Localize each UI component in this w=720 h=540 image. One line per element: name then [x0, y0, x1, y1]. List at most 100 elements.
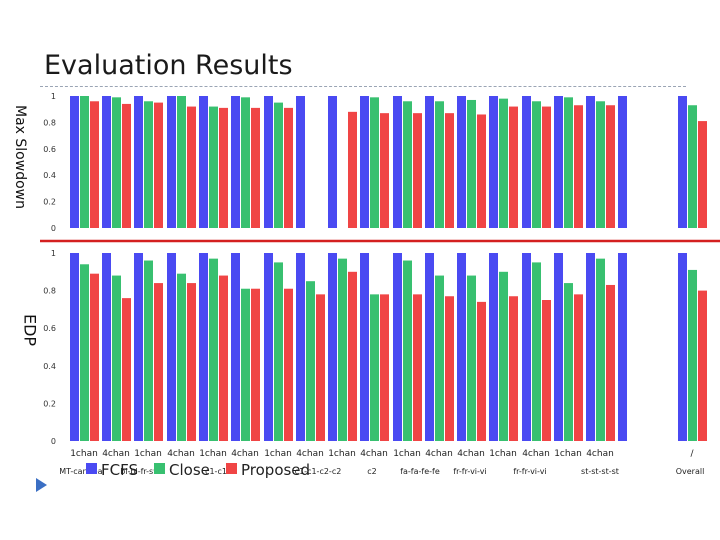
- chart1-bar-fcfs: [425, 96, 434, 228]
- chart2-bar-proposed: [380, 294, 389, 441]
- chart1-bar-proposed: [698, 121, 707, 228]
- chart2-bar-fcfs: [457, 253, 466, 441]
- chart1-bar-close: [532, 101, 541, 228]
- chart2-bar-close: [274, 262, 283, 441]
- chart1-bar-proposed: [219, 107, 228, 228]
- chart2-bar-fcfs: [522, 253, 531, 441]
- title-divider: [40, 86, 686, 87]
- chart1-bar-fcfs: [134, 96, 143, 228]
- triangle-right-icon[interactable]: [36, 478, 47, 492]
- chart1-bar-fcfs: [618, 96, 627, 228]
- chart2-ytick: 0.2: [43, 399, 56, 408]
- chart1-bar-fcfs: [554, 96, 563, 228]
- chart2-bar-close: [80, 264, 89, 441]
- chart2-bar-fcfs: [231, 253, 240, 441]
- chart2-bar-proposed: [542, 300, 551, 441]
- chart1-bar-close: [435, 101, 444, 228]
- chart2-bar-close: [564, 283, 573, 441]
- chart2-bar-fcfs: [618, 253, 627, 441]
- legend-label-close: Close: [169, 461, 210, 479]
- chart1-ytick: 0.2: [43, 198, 56, 207]
- chart2-bar-close: [338, 258, 347, 441]
- chart2-ytick: 0.8: [43, 287, 56, 296]
- chart1-bar-fcfs: [393, 96, 402, 228]
- chart1-bar-proposed: [413, 113, 422, 228]
- chart2-bar-proposed: [90, 273, 99, 441]
- chart1-bar-proposed: [509, 106, 518, 228]
- legend-label-fcfs: FCFS: [101, 461, 138, 479]
- chart2-ytick: 0.6: [43, 324, 56, 333]
- workload-label: MT-canneal: [59, 467, 104, 476]
- chart2-bar-fcfs: [393, 253, 402, 441]
- legend-swatch-proposed: [226, 463, 237, 474]
- chart1-bar-close: [209, 106, 218, 228]
- chart1-ytick: 0.8: [43, 118, 56, 127]
- chart1-bar-proposed: [445, 113, 454, 228]
- workload-label: Overall: [676, 467, 705, 476]
- chart2-bar-proposed: [445, 296, 454, 441]
- chart1-ytick: 1: [51, 92, 56, 101]
- chart2-bar-proposed: [122, 298, 131, 441]
- chart1-bar-proposed: [251, 107, 260, 228]
- chart1-bar-proposed: [187, 106, 196, 228]
- chart2-bar-fcfs: [70, 253, 79, 441]
- workload-label: fr-fr-vi-vi: [513, 467, 546, 476]
- chart1-bar-close: [467, 99, 476, 229]
- chart2-bar-fcfs: [134, 253, 143, 441]
- chart1-bar-fcfs: [522, 96, 531, 228]
- chart2-bar-proposed: [154, 283, 163, 441]
- chart1-bar-close: [80, 96, 89, 228]
- chart1-bar-proposed: [348, 111, 357, 228]
- chart1-bar-proposed: [574, 105, 583, 228]
- workload-label: bl-bl-fr-sw: [120, 467, 160, 476]
- chart2-bar-proposed: [251, 288, 260, 441]
- category-label: 1chan: [199, 449, 227, 459]
- chart2-bar-close: [499, 271, 508, 441]
- legend-label-proposed: Proposed: [241, 461, 310, 479]
- chart1-bar-fcfs: [489, 96, 498, 228]
- chart1-bar-fcfs: [360, 96, 369, 228]
- chart2-bar-proposed: [477, 301, 486, 441]
- chart2-bar-close: [177, 273, 186, 441]
- category-label: 1chan: [70, 449, 98, 459]
- category-label: 4chan: [231, 449, 259, 459]
- chart1-bar-fcfs: [199, 96, 208, 228]
- chart1-bar-proposed: [122, 103, 131, 228]
- chart1-bar-proposed: [284, 107, 293, 228]
- chart2-bar-close: [144, 260, 153, 441]
- chart1-bar-close: [403, 101, 412, 228]
- chart1-ytick: 0.6: [43, 145, 56, 154]
- slide-title: Evaluation Results: [44, 50, 293, 81]
- chart1-bar-fcfs: [328, 96, 337, 228]
- category-label: 1chan: [134, 449, 162, 459]
- chart1-bar-proposed: [380, 113, 389, 228]
- legend-swatch-close: [154, 463, 165, 474]
- category-label: 1chan: [264, 449, 292, 459]
- category-label: 4chan: [586, 449, 614, 459]
- workload-label: c2: [367, 467, 377, 476]
- chart2-bar-close: [467, 275, 476, 441]
- chart2-bar-close: [241, 288, 250, 441]
- category-label: 4chan: [425, 449, 453, 459]
- chart1-bar-close: [370, 97, 379, 228]
- chart2-bar-proposed: [316, 294, 325, 441]
- chart2-bar-proposed: [606, 284, 615, 441]
- chart2-bar-fcfs: [586, 253, 595, 441]
- chart2-bar-fcfs: [199, 253, 208, 441]
- chart1-ytick: 0: [51, 224, 56, 233]
- chart1-bar-close: [144, 101, 153, 228]
- chart1-bar-fcfs: [231, 96, 240, 228]
- chart1-bar-fcfs: [457, 96, 466, 228]
- chart1-bar-close: [688, 105, 697, 228]
- chart2-bar-close: [306, 281, 315, 441]
- category-label: 1chan: [489, 449, 517, 459]
- chart2-bar-close: [532, 262, 541, 441]
- chart2-bar-fcfs: [167, 253, 176, 441]
- chart1-ytick: 0.4: [43, 171, 56, 180]
- chart1-bar-proposed: [90, 101, 99, 228]
- chart2-bar-proposed: [698, 290, 707, 441]
- workload-label: st-st-st-st: [581, 467, 619, 476]
- chart2-bar-fcfs: [489, 253, 498, 441]
- chart1-bar-fcfs: [70, 96, 79, 228]
